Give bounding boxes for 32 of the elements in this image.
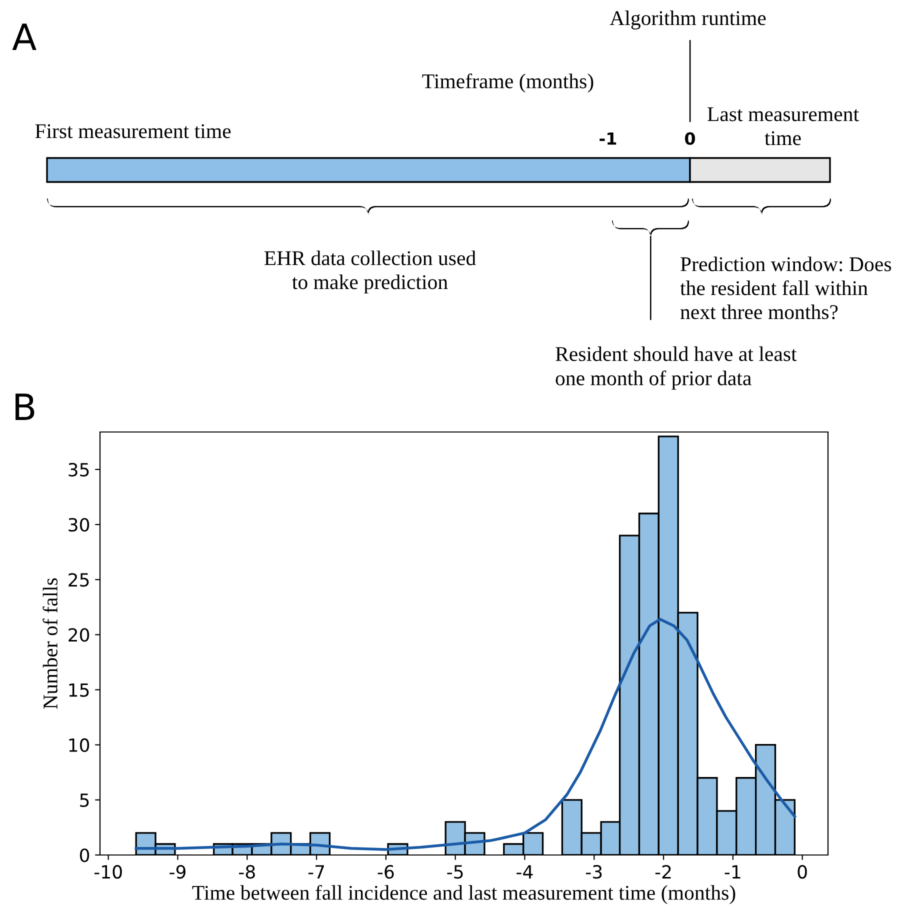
y-tick-label: 5 bbox=[80, 794, 89, 808]
x-tick-label: 0 bbox=[798, 865, 807, 879]
text: A bbox=[12, 24, 36, 50]
chart-title: B bbox=[16, 394, 34, 420]
x-tick-label: -1 bbox=[724, 865, 740, 878]
y-tick-label: 35 bbox=[68, 462, 89, 477]
text: Algorithm runtime bbox=[610, 10, 766, 30]
x-tick-label: -2 bbox=[655, 865, 671, 878]
x-tick-label: -10 bbox=[94, 865, 122, 879]
y-tick-label: 0 bbox=[80, 848, 90, 862]
x-tick-label: -6 bbox=[378, 865, 394, 879]
text: Timeframe (months) bbox=[422, 73, 594, 93]
y-tick-label: 30 bbox=[68, 518, 90, 532]
x-tick-label: -3 bbox=[586, 865, 602, 879]
x-tick-label: -8 bbox=[239, 865, 255, 879]
y-axis-title: Number of falls bbox=[42, 578, 58, 709]
text: First measurement time bbox=[35, 124, 231, 138]
y-tick-label: 10 bbox=[69, 738, 90, 752]
text: -1 bbox=[600, 132, 616, 145]
x-tick-label: -4 bbox=[516, 865, 533, 878]
y-tick-label: 15 bbox=[69, 683, 89, 697]
x-tick-label: -9 bbox=[170, 865, 186, 879]
y-tick-label: 20 bbox=[68, 628, 90, 642]
x-axis-title: Time between fall incidence and last measurement time (months) bbox=[192, 884, 736, 904]
text: Last measurement time bbox=[708, 107, 859, 146]
text: Prediction window: Does the resident fall within next three months? bbox=[680, 256, 892, 320]
x-tick-label: -7 bbox=[308, 865, 324, 878]
text: EHR data collection used to make prediction bbox=[264, 250, 476, 294]
x-tick-label: -5 bbox=[447, 865, 463, 879]
text: 0 bbox=[685, 132, 695, 145]
y-tick-label: 25 bbox=[68, 573, 89, 587]
text: Resident should have at least one month of prior data bbox=[556, 346, 797, 390]
